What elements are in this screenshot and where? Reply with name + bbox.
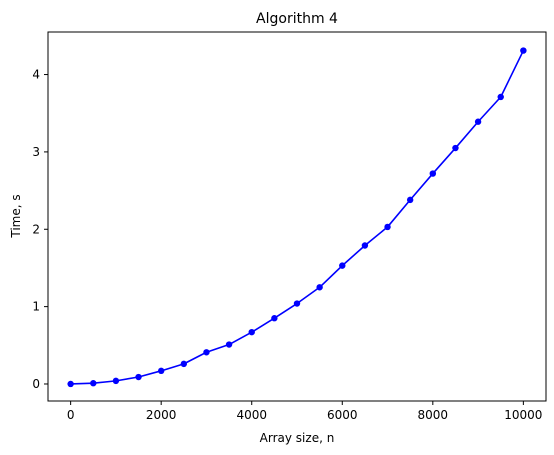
x-tick-label: 10000: [504, 408, 542, 422]
y-tick-label: 0: [32, 377, 40, 391]
series-line: [71, 51, 524, 384]
x-tick-label: 2000: [146, 408, 177, 422]
data-point: [271, 315, 277, 321]
x-tick-label: 0: [67, 408, 75, 422]
data-point: [339, 262, 345, 268]
chart-title: Algorithm 4: [256, 11, 338, 27]
data-point: [498, 94, 504, 100]
data-point: [520, 47, 526, 53]
data-point: [407, 197, 413, 203]
data-point: [226, 341, 232, 347]
data-point: [294, 300, 300, 306]
y-tick-label: 3: [32, 145, 40, 159]
series-layer: [67, 47, 526, 387]
data-point: [475, 119, 481, 125]
data-point: [203, 349, 209, 355]
y-axis-label: Time, s: [9, 194, 23, 238]
data-point: [316, 284, 322, 290]
x-tick-label: 6000: [327, 408, 358, 422]
x-axis-ticks: 0 2000 4000 6000 8000 10000: [67, 401, 543, 422]
data-point: [384, 224, 390, 230]
data-point: [362, 242, 368, 248]
data-point: [181, 361, 187, 367]
data-point: [135, 374, 141, 380]
data-point: [113, 378, 119, 384]
plot-area: [48, 32, 546, 401]
data-point: [452, 145, 458, 151]
axes-frame: [48, 32, 546, 401]
x-tick-label: 4000: [236, 408, 267, 422]
data-point: [67, 381, 73, 387]
y-tick-label: 1: [32, 300, 40, 314]
x-axis-label: Array size, n: [260, 431, 335, 445]
data-point: [158, 368, 164, 374]
y-tick-label: 4: [32, 68, 40, 82]
data-point: [430, 170, 436, 176]
y-axis-ticks: 0 1 2 3 4: [32, 68, 48, 391]
x-tick-label: 8000: [418, 408, 449, 422]
y-tick-label: 2: [32, 222, 40, 236]
data-point: [90, 380, 96, 386]
data-point: [249, 329, 255, 335]
